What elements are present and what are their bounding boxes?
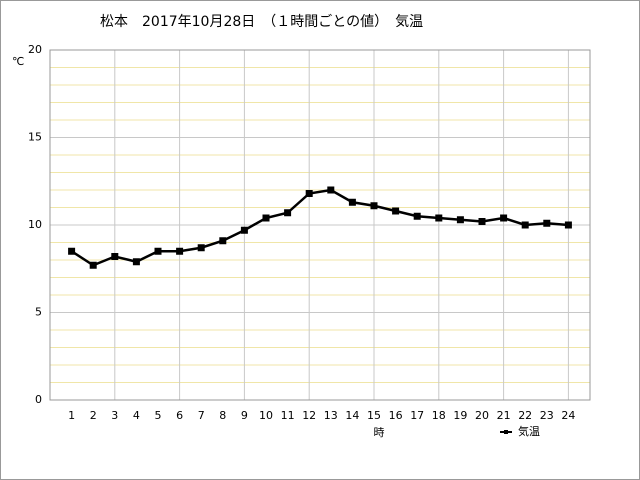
data-point xyxy=(111,253,119,260)
y-axis-label: ℃ xyxy=(12,55,24,68)
x-tick-label: 16 xyxy=(389,409,403,422)
data-point xyxy=(521,221,529,229)
x-tick-label: 6 xyxy=(176,409,183,422)
x-tick-label: 11 xyxy=(281,409,295,422)
data-point xyxy=(219,237,227,245)
legend-marker xyxy=(504,430,508,434)
x-tick-label: 12 xyxy=(302,409,316,422)
plot-border xyxy=(49,49,591,401)
legend-label: 気温 xyxy=(518,424,540,438)
y-tick-label: 0 xyxy=(35,393,42,406)
x-axis-label: 時 xyxy=(374,426,385,439)
data-point xyxy=(564,221,572,229)
x-tick-label: 19 xyxy=(453,409,467,422)
data-line xyxy=(70,188,569,267)
y-tick-label: 15 xyxy=(28,131,42,144)
data-point xyxy=(68,247,76,255)
data-point xyxy=(348,198,356,206)
data-point xyxy=(456,216,464,224)
x-tick-label: 5 xyxy=(155,409,162,422)
data-point xyxy=(132,258,140,266)
data-point xyxy=(262,214,270,222)
data-point xyxy=(89,261,97,269)
x-tick-label: 20 xyxy=(475,409,489,422)
x-tick-label: 2 xyxy=(90,409,97,422)
data-point xyxy=(435,214,443,222)
y-tick-label: 10 xyxy=(28,218,42,231)
x-tick-label: 13 xyxy=(324,409,338,422)
data-point xyxy=(240,226,248,234)
data-point xyxy=(197,244,205,252)
x-tick-label: 7 xyxy=(198,409,205,422)
x-tick-label: 8 xyxy=(219,409,226,422)
x-tick-label: 18 xyxy=(432,409,446,422)
data-point xyxy=(543,219,551,227)
data-point xyxy=(370,202,378,210)
data-point xyxy=(392,207,400,215)
x-tick-label: 23 xyxy=(540,409,554,422)
data-point xyxy=(478,218,486,225)
x-tick-label: 4 xyxy=(133,409,140,422)
x-tick-label: 10 xyxy=(259,409,273,422)
x-tick-label: 21 xyxy=(497,409,511,422)
x-tick-label: 17 xyxy=(410,409,424,422)
x-tick-label: 22 xyxy=(518,409,532,422)
x-tick-label: 1 xyxy=(68,409,75,422)
chart-title: 松本 2017年10月28日 （１時間ごとの値） 気温 xyxy=(100,14,423,30)
x-tick-label: 3 xyxy=(111,409,118,422)
data-point xyxy=(305,190,313,197)
data-point xyxy=(154,247,162,255)
data-point xyxy=(500,214,508,222)
data-point xyxy=(176,247,184,255)
x-tick-label: 14 xyxy=(345,409,359,422)
data-point xyxy=(327,186,335,194)
x-tick-label: 9 xyxy=(241,409,248,422)
data-point xyxy=(284,209,292,217)
data-point xyxy=(413,212,421,220)
y-tick-label: 20 xyxy=(28,43,42,56)
x-tick-label: 24 xyxy=(561,409,575,422)
x-tick-label: 15 xyxy=(367,409,381,422)
y-tick-label: 5 xyxy=(35,306,42,319)
